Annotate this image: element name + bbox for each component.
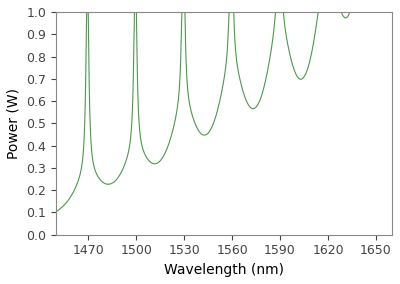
Y-axis label: Power (W): Power (W) bbox=[7, 88, 21, 159]
X-axis label: Wavelength (nm): Wavelength (nm) bbox=[164, 263, 284, 277]
